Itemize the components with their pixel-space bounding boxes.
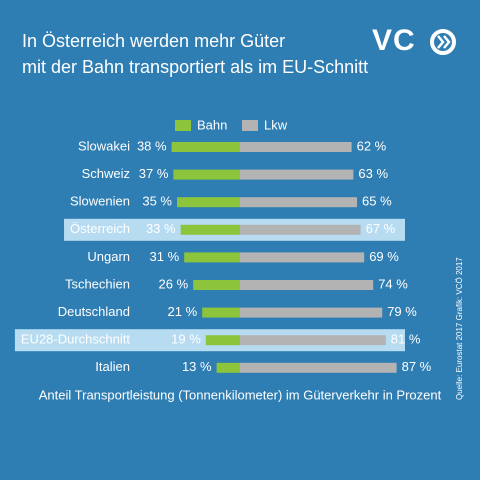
value-label: 87 % (402, 359, 432, 374)
logo-arrows (437, 35, 451, 49)
category-label: Österreich (70, 221, 130, 236)
category-label: Italien (95, 359, 130, 374)
value-label: 37 % (139, 166, 169, 181)
legend-label: Lkw (264, 117, 288, 132)
category-label: Ungarn (87, 249, 130, 264)
value-label: 19 % (171, 332, 201, 347)
bar (173, 169, 240, 180)
legend-swatch (242, 120, 258, 131)
value-label: 62 % (357, 138, 387, 153)
bar (184, 252, 240, 263)
logo-circle (430, 29, 456, 55)
value-label: 31 % (150, 249, 180, 264)
bar (240, 224, 361, 235)
bar (240, 307, 383, 318)
bar (171, 142, 240, 152)
bar (216, 362, 240, 373)
logo: VC (372, 24, 416, 57)
category-label: EU28-Durchschnitt (21, 332, 130, 347)
value-label: 69 % (369, 249, 399, 264)
value-label: 81 % (391, 332, 421, 347)
legend-swatch (175, 120, 191, 131)
value-label: 21 % (168, 304, 198, 319)
bar (240, 169, 354, 180)
bar (202, 307, 240, 318)
value-label: 13 % (182, 359, 212, 374)
category-label: Slowenien (70, 194, 130, 209)
value-label: 67 % (366, 221, 396, 236)
value-label: 35 % (142, 194, 172, 209)
value-label: 63 % (358, 166, 388, 181)
bar (180, 224, 240, 235)
value-label: 65 % (362, 194, 392, 209)
bar (240, 335, 386, 346)
legend-label: Bahn (197, 117, 227, 132)
source: Quelle: Eurostat 2017 Grafik: VCÖ 2017 (455, 257, 464, 400)
bar (240, 197, 357, 208)
bar (240, 142, 352, 152)
category-label: Tschechien (65, 276, 130, 291)
category-label: Deutschland (58, 304, 130, 319)
chart-title: mit der Bahn transportiert als im EU-Sch… (22, 57, 368, 77)
bar (177, 197, 240, 208)
footnote: Anteil Transportleistung (Tonnenkilomete… (39, 387, 442, 402)
value-label: 26 % (159, 276, 189, 291)
bar (240, 252, 365, 263)
bar (240, 362, 397, 373)
value-label: 38 % (137, 138, 167, 153)
bar (205, 335, 240, 346)
value-label: 74 % (378, 276, 408, 291)
value-label: 79 % (387, 304, 417, 319)
chart-title: In Österreich werden mehr Güter (22, 31, 285, 51)
bar (240, 280, 374, 290)
category-label: Schweiz (82, 166, 130, 181)
bar (193, 280, 240, 290)
category-label: Slowakei (78, 138, 130, 153)
value-label: 33 % (146, 221, 176, 236)
